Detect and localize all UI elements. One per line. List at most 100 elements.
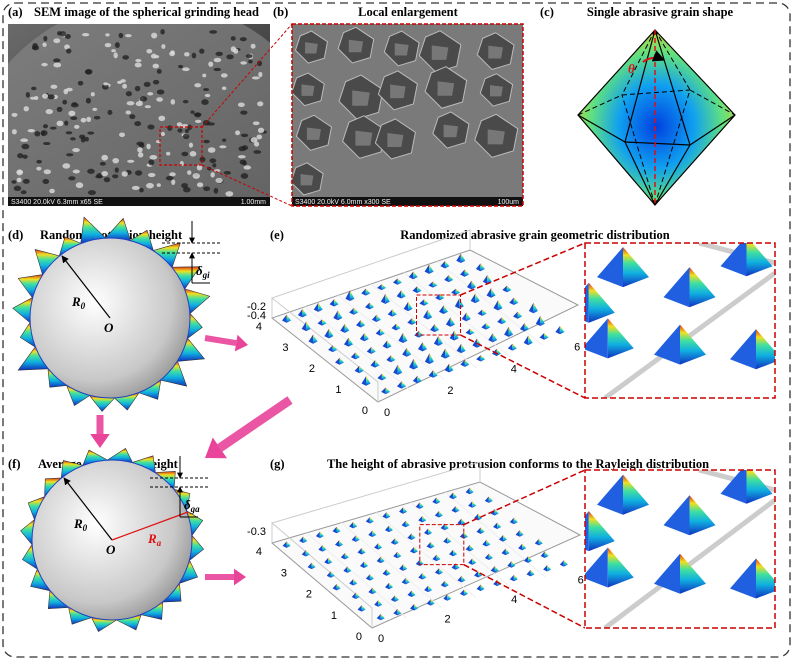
grain <box>122 55 129 60</box>
grain-right <box>464 269 470 277</box>
grain <box>87 168 95 174</box>
grain-right <box>411 590 416 597</box>
grain <box>223 170 231 175</box>
grain-left <box>409 358 414 370</box>
grain-right <box>547 565 552 572</box>
zoom-line <box>460 242 586 296</box>
grain-right <box>469 487 474 495</box>
grain <box>182 67 190 72</box>
label: R0 <box>71 294 86 311</box>
grain-right <box>471 280 476 290</box>
inset-border <box>584 242 776 399</box>
grain-left <box>440 523 445 531</box>
grid-line <box>403 272 511 358</box>
grain-left <box>374 600 379 607</box>
grain-right <box>361 605 366 612</box>
grain-left <box>360 561 365 569</box>
grain-left <box>440 580 445 588</box>
grain-left <box>377 373 382 381</box>
grain-left <box>440 348 446 359</box>
grain <box>23 106 29 112</box>
grain-left <box>354 365 360 374</box>
grain-right <box>477 513 482 521</box>
grain-right <box>486 540 491 547</box>
grain <box>90 92 95 97</box>
edge <box>654 29 691 146</box>
grain-right <box>376 314 381 323</box>
grain-right <box>452 492 457 500</box>
grain <box>53 38 61 44</box>
label-main: R <box>73 516 83 531</box>
grain <box>196 182 204 188</box>
grain <box>42 93 49 99</box>
grain-left <box>356 320 361 328</box>
grain-right <box>607 318 634 359</box>
grid-line <box>436 260 544 346</box>
hidden-edge <box>621 89 691 96</box>
grain-right <box>430 599 435 606</box>
grain <box>84 136 89 142</box>
grain <box>64 120 69 126</box>
inset-grid <box>603 270 775 398</box>
grain-right <box>461 343 466 354</box>
tag: (a) <box>8 5 23 19</box>
grain-right <box>403 564 408 571</box>
grain-right <box>466 312 471 322</box>
title: Randomized abrasive grain geometric dist… <box>400 228 669 242</box>
grain <box>194 83 202 88</box>
grain-right <box>366 376 371 386</box>
grain-left <box>444 275 449 283</box>
grain-left <box>364 302 370 310</box>
grain-right <box>339 357 345 365</box>
grain-left <box>498 535 503 542</box>
grain <box>93 115 101 120</box>
grain <box>63 88 69 95</box>
grain-right <box>444 580 449 588</box>
grain <box>166 151 171 156</box>
grain-left <box>299 536 304 543</box>
grain-left <box>407 533 412 540</box>
grain-right <box>455 506 460 513</box>
grain <box>107 109 113 116</box>
grain <box>16 177 22 183</box>
grain <box>134 85 141 92</box>
grain-right <box>472 501 477 508</box>
grain <box>75 182 84 189</box>
grain-left <box>335 357 340 365</box>
grain-left <box>428 281 433 288</box>
grain <box>150 53 157 59</box>
grain <box>240 110 248 115</box>
grain <box>165 175 174 181</box>
grain-right <box>361 548 366 555</box>
plot-wall <box>271 229 471 299</box>
grain-left <box>324 557 329 565</box>
tag: (c) <box>540 5 554 19</box>
grain <box>85 69 92 75</box>
grain-right <box>328 557 333 565</box>
grain <box>53 58 61 63</box>
grain-right <box>305 550 310 557</box>
grain-right <box>680 553 706 594</box>
grain-left <box>426 542 431 549</box>
grain-right <box>344 552 349 560</box>
grain <box>122 83 127 89</box>
grid-line <box>370 283 478 369</box>
grain-left <box>477 309 483 316</box>
grain-right <box>347 566 352 573</box>
grain-right <box>302 309 307 318</box>
facet <box>306 127 321 140</box>
grain <box>20 138 29 143</box>
grain <box>137 147 143 153</box>
grain-right <box>386 569 391 576</box>
grain-right <box>411 318 417 325</box>
grain-left <box>365 574 370 581</box>
grain-left <box>315 531 320 539</box>
grain <box>233 48 239 54</box>
grain <box>120 79 126 83</box>
grain-right <box>517 311 523 319</box>
grain-left <box>324 328 329 339</box>
grain-right <box>538 538 543 546</box>
grain-left <box>585 318 608 359</box>
grain-right <box>332 345 338 353</box>
